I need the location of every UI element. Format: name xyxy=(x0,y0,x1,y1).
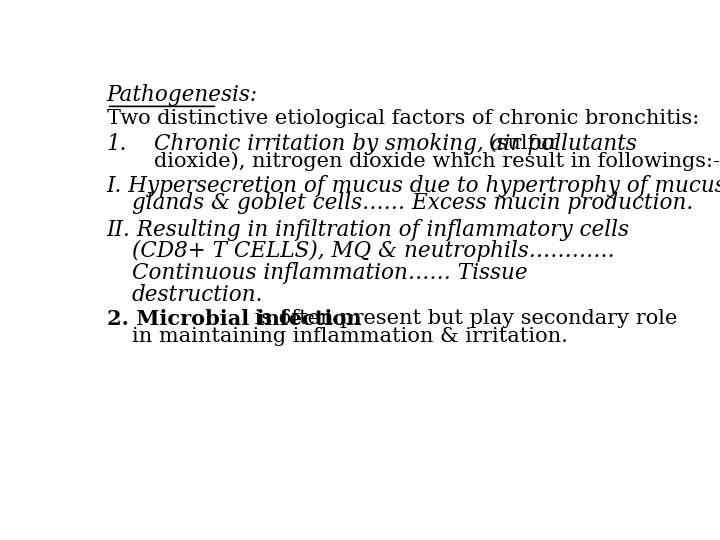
Text: Chronic irritation by smoking, air pollutants: Chronic irritation by smoking, air pollu… xyxy=(154,133,637,156)
Text: Two distinctive etiological factors of chronic bronchitis:: Two distinctive etiological factors of c… xyxy=(107,109,699,129)
Text: is often present but play secondary role: is often present but play secondary role xyxy=(248,309,678,328)
Text: 2. Microbial infection: 2. Microbial infection xyxy=(107,309,361,329)
Text: (sulfur: (sulfur xyxy=(482,133,559,152)
Text: glands & goblet cells…… Excess mucin production.: glands & goblet cells…… Excess mucin pro… xyxy=(132,192,693,214)
Text: I. Hypersecretion of mucus due to hypertrophy of mucus: I. Hypersecretion of mucus due to hypert… xyxy=(107,175,720,197)
Text: II. Resulting in infiltration of inflammatory cells: II. Resulting in infiltration of inflamm… xyxy=(107,219,630,241)
Text: Continuous inflammation…… Tissue: Continuous inflammation…… Tissue xyxy=(132,262,528,284)
Text: destruction.: destruction. xyxy=(132,284,264,306)
Text: 1.: 1. xyxy=(107,133,127,156)
Text: in maintaining inflammation & irritation.: in maintaining inflammation & irritation… xyxy=(132,327,568,346)
Text: Pathogenesis:: Pathogenesis: xyxy=(107,84,258,105)
Text: dioxide), nitrogen dioxide which result in followings:-: dioxide), nitrogen dioxide which result … xyxy=(154,151,720,171)
Text: (CD8+ T CELLS), MQ & neutrophils…………: (CD8+ T CELLS), MQ & neutrophils………… xyxy=(132,240,615,262)
